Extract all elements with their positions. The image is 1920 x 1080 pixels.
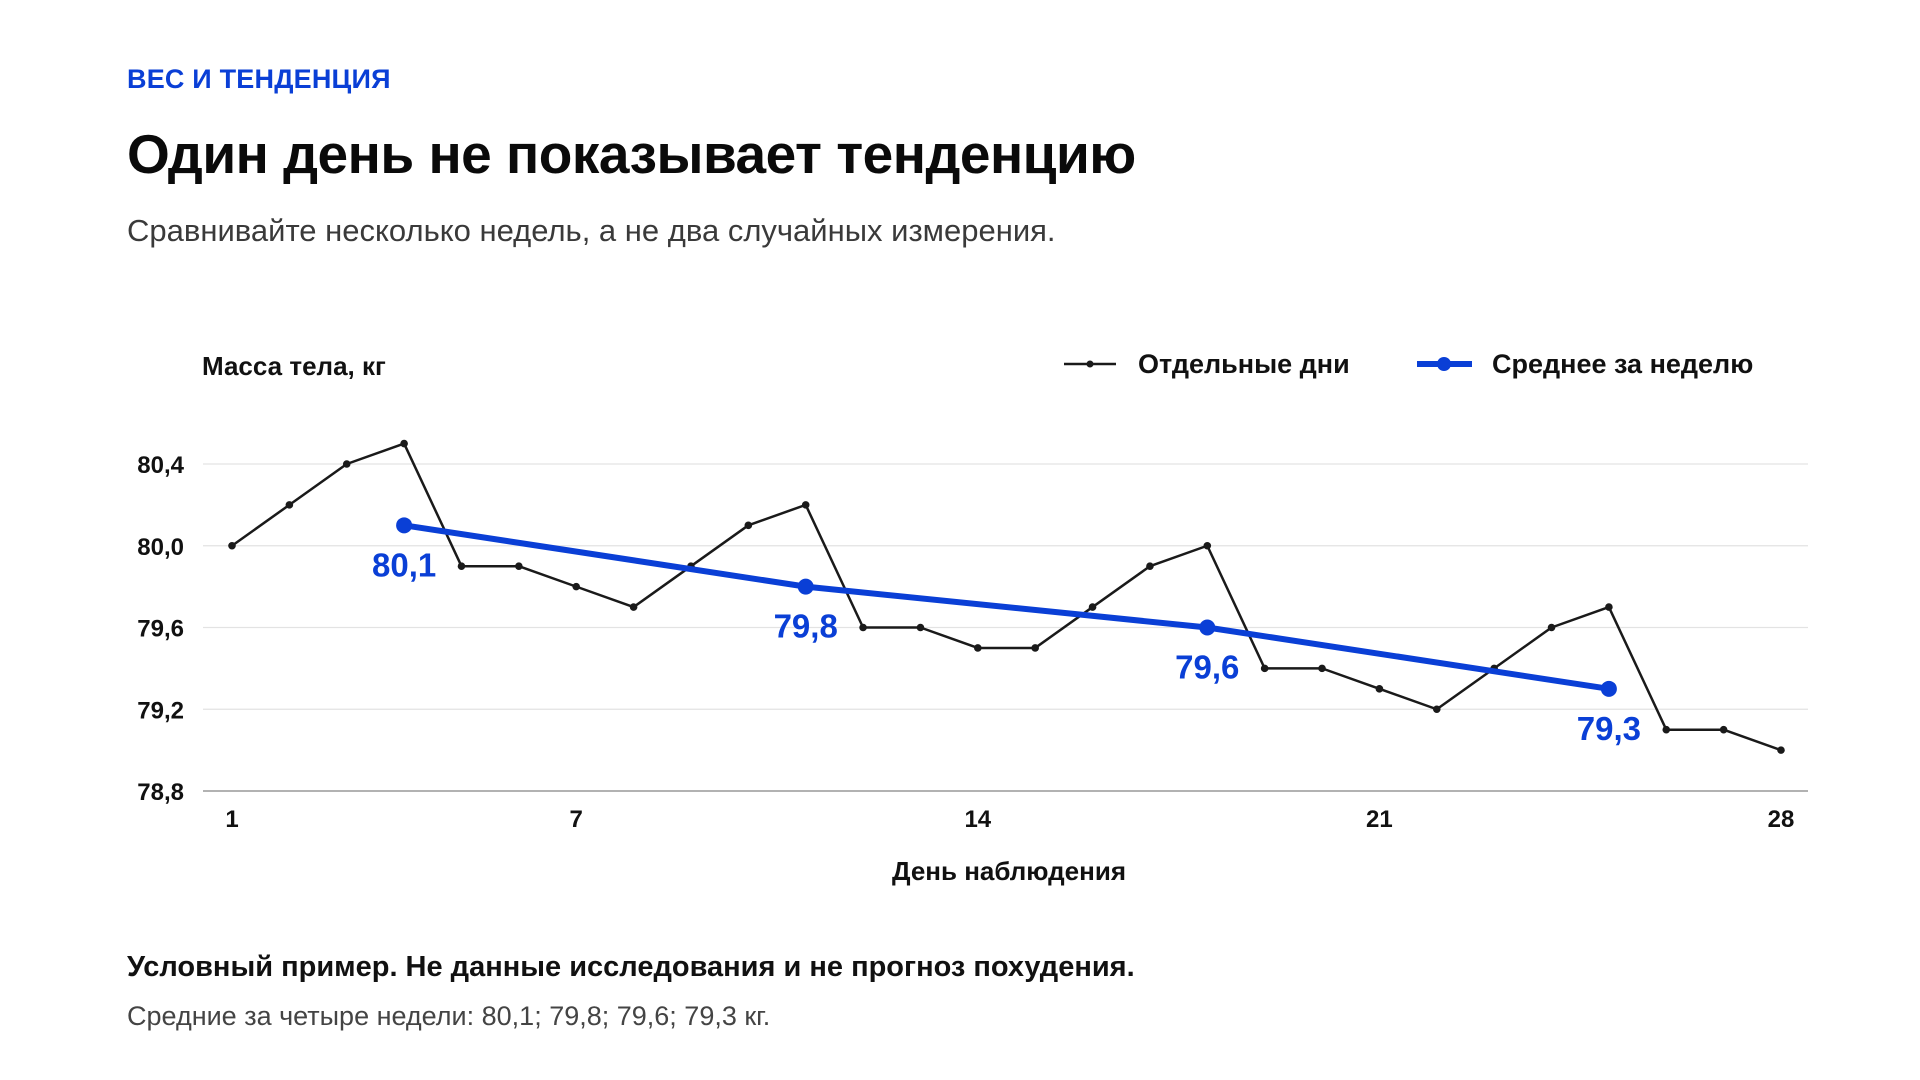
disclaimer-bold: Условный пример. Не данные исследования …	[127, 951, 1135, 983]
x-tick-label: 7	[570, 806, 583, 833]
daily-point	[457, 562, 466, 570]
daily-point	[1547, 623, 1556, 632]
x-tick-label: 14	[964, 806, 991, 833]
legend-average-swatch-marker	[1437, 357, 1451, 371]
daily-point	[515, 562, 523, 570]
weekly-average-point	[1199, 619, 1216, 636]
daily-point	[1146, 562, 1154, 570]
averages-note: Средние за четыре недели: 80,1; 79,8; 79…	[127, 1001, 771, 1031]
legend-daily-swatch-marker	[1086, 360, 1094, 368]
y-tick-label: 78,8	[137, 779, 184, 806]
weekly-average-data-label: 79,6	[1175, 649, 1239, 686]
daily-point	[1088, 603, 1097, 611]
daily-point	[859, 623, 867, 632]
legend-daily-label: Отдельные дни	[1138, 349, 1350, 379]
daily-point	[1318, 664, 1326, 673]
daily-point	[744, 521, 753, 530]
legend-average-label: Среднее за неделю	[1492, 349, 1753, 379]
daily-point	[1031, 644, 1039, 652]
y-tick-label: 80,0	[137, 534, 184, 561]
y-tick-label: 79,2	[137, 697, 184, 724]
daily-series	[228, 439, 1785, 754]
x-tick-label: 28	[1768, 806, 1795, 833]
legend: Отдельные дни Среднее за неделю	[1064, 349, 1753, 379]
weekly-average-data-label: 79,3	[1577, 710, 1641, 747]
daily-point	[916, 623, 925, 632]
weekly-average-labels: 80,1 79,8 79,6 79,3	[372, 546, 1641, 747]
daily-point	[1719, 725, 1728, 734]
grid-lines	[203, 463, 1808, 710]
weekly-average-data-label: 79,8	[774, 608, 838, 645]
daily-point	[1662, 725, 1671, 734]
daily-point	[1432, 705, 1441, 714]
page-subtitle: Сравнивайте несколько недель, а не два с…	[127, 213, 1056, 248]
x-tick-label: 1	[225, 806, 238, 833]
weekly-average-point	[396, 517, 413, 534]
x-axis-title: День наблюдения	[892, 856, 1126, 886]
daily-point	[1375, 685, 1384, 693]
y-axis-title: Масса тела, кг	[202, 351, 386, 381]
y-tick-label: 79,6	[137, 616, 184, 643]
daily-point	[629, 603, 638, 611]
daily-point	[1777, 746, 1785, 754]
daily-point	[400, 439, 408, 448]
daily-point	[974, 644, 982, 652]
legend-item-daily: Отдельные дни	[1064, 349, 1350, 379]
daily-point	[1260, 664, 1269, 673]
daily-series-line	[231, 442, 1782, 752]
weekly-average-point	[797, 578, 814, 595]
daily-point	[1203, 541, 1212, 550]
weight-line-chart: 78,8 79,2 79,6 80,0 80,4 1 7 14 21 28 80,1 79,8 79…	[137, 349, 1808, 886]
y-tick-label: 80,4	[137, 452, 184, 479]
weekly-average-series	[396, 517, 1617, 697]
daily-point	[285, 501, 294, 509]
x-tick-label: 21	[1366, 806, 1393, 833]
y-tick-labels: 78,8 79,2 79,6 80,0 80,4	[137, 452, 184, 806]
weekly-average-point	[1600, 680, 1617, 697]
daily-point	[342, 460, 351, 468]
daily-point	[1605, 603, 1613, 611]
page-title: Один день не показывает тенденцию	[127, 123, 1136, 185]
daily-point	[801, 501, 810, 509]
weekly-average-data-label: 80,1	[372, 546, 436, 583]
weekly-average-line	[401, 522, 1612, 692]
legend-item-average: Среднее за неделю	[1417, 349, 1753, 379]
daily-point	[572, 582, 581, 591]
eyebrow-label: ВЕС И ТЕНДЕНЦИЯ	[127, 64, 391, 94]
x-tick-labels: 1 7 14 21 28	[225, 806, 1794, 833]
daily-point	[228, 541, 236, 550]
